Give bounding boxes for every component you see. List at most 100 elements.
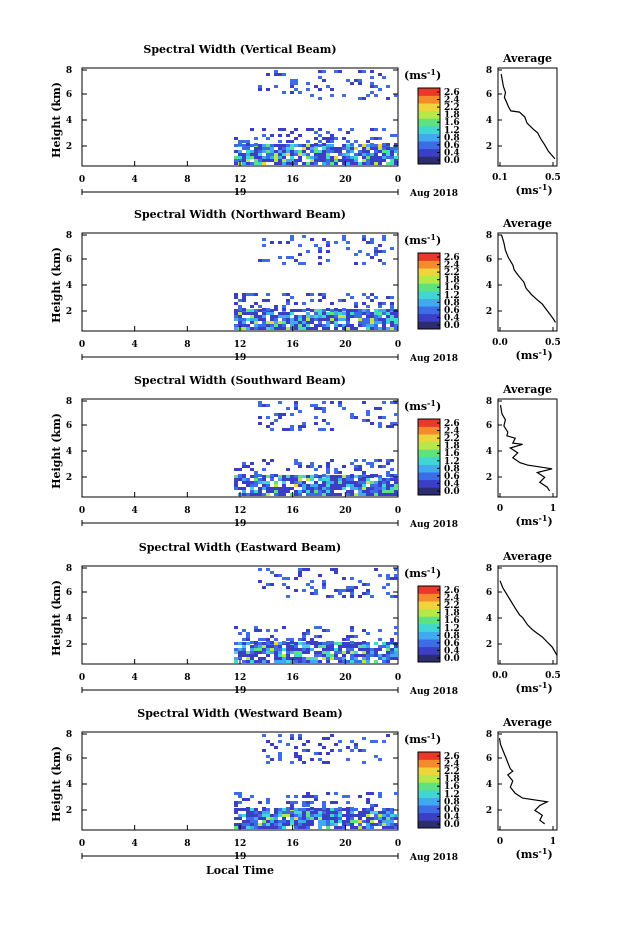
echo-cell	[298, 758, 302, 761]
echo-cell	[266, 660, 270, 663]
echo-cell	[306, 490, 310, 493]
x-tick-label: 8	[184, 673, 190, 683]
echo-cells	[234, 401, 398, 496]
echo-cell	[262, 826, 266, 829]
echo-cell	[346, 162, 350, 165]
echo-cell	[266, 404, 270, 407]
colorbar-swatch	[418, 774, 440, 783]
echo-cell	[238, 632, 242, 635]
echo-cell	[378, 305, 382, 308]
echo-cell	[286, 801, 290, 804]
echo-cell	[242, 648, 246, 651]
echo-cell	[310, 592, 314, 595]
echo-cell	[314, 468, 318, 471]
colorbar-tick-label: 0.4	[444, 646, 460, 656]
echo-cell	[350, 826, 354, 829]
echo-cell	[322, 586, 326, 589]
echo-cell	[258, 259, 262, 262]
x-tick-label: 8	[184, 340, 190, 350]
echo-cell	[242, 296, 246, 299]
echo-cell	[314, 817, 318, 820]
echo-cell	[306, 140, 310, 143]
echo-cell	[358, 318, 362, 321]
echo-cell	[242, 162, 246, 165]
x-tick-label: 0	[79, 506, 85, 516]
echo-cell	[346, 79, 350, 82]
echo-cell	[282, 73, 286, 76]
colorbar-swatch	[418, 631, 440, 640]
echo-cell	[306, 820, 310, 823]
echo-cell	[322, 823, 326, 826]
echo-cell	[310, 801, 314, 804]
echo-cell	[366, 642, 370, 645]
echo-cell	[330, 814, 334, 817]
echo-cell	[366, 654, 370, 657]
echo-cell	[242, 156, 246, 159]
echo-cell	[370, 82, 374, 85]
colorbar-unit-close: )	[436, 234, 441, 247]
echo-cell	[286, 743, 290, 746]
profile-y-tick-label: 2	[486, 806, 492, 816]
echo-cell	[366, 798, 370, 801]
profile-y-tick-label: 2	[486, 473, 492, 483]
colorbar-swatch	[418, 126, 440, 134]
echo-cell	[258, 309, 262, 312]
echo-cell	[262, 487, 266, 490]
echo-cell	[290, 823, 294, 826]
echo-cell	[362, 641, 366, 644]
echo-cell	[394, 568, 398, 571]
echo-cell	[294, 645, 298, 648]
echo-cell	[386, 312, 390, 315]
echo-cell	[342, 595, 346, 598]
echo-cell	[374, 94, 378, 97]
echo-cell	[362, 147, 366, 150]
echo-cell	[294, 755, 298, 758]
echo-cell	[234, 137, 238, 140]
echo-cell	[314, 626, 318, 629]
echo-cell	[370, 807, 374, 810]
echo-cell	[318, 312, 322, 315]
echo-cell	[246, 312, 250, 315]
echo-cell	[326, 318, 330, 321]
echo-cell	[254, 156, 258, 159]
date-day: 19	[234, 353, 247, 363]
echo-cell	[354, 642, 358, 645]
echo-cell	[386, 97, 390, 100]
echo-cell	[318, 76, 322, 79]
echo-cell	[362, 459, 366, 462]
echo-cell	[362, 660, 366, 663]
y-tick-label: 2	[66, 806, 72, 816]
echo-cell	[298, 309, 302, 312]
profile-y-tick-label: 4	[486, 780, 492, 790]
echo-cell	[298, 315, 302, 318]
echo-cell	[294, 159, 298, 162]
echo-cell	[246, 657, 250, 660]
x-tick-label: 4	[132, 340, 138, 350]
echo-cell	[350, 589, 354, 592]
echo-cell	[310, 580, 314, 583]
echo-cell	[322, 657, 326, 660]
x-axis-label: Local Time	[206, 864, 274, 877]
echo-cell	[298, 826, 302, 829]
y-tick-label: 4	[66, 780, 72, 790]
echo-cell	[262, 493, 266, 496]
echo-cell	[386, 143, 390, 146]
echo-cell	[322, 312, 326, 315]
echo-cell	[350, 162, 354, 165]
echo-cell	[322, 648, 326, 651]
echo-cell	[262, 244, 266, 247]
colorbar-tick-label: 2.2	[444, 103, 460, 113]
colorbar-swatch	[418, 752, 440, 760]
echo-cell	[282, 577, 286, 580]
echo-cell	[366, 660, 370, 663]
echo-cell	[258, 814, 262, 817]
echo-cell	[326, 484, 330, 487]
echo-cell	[338, 657, 342, 660]
echo-cell	[278, 478, 282, 481]
echo-cell	[314, 752, 318, 755]
echo-cell	[358, 82, 362, 85]
echo-cell	[378, 459, 382, 462]
echo-cell	[282, 493, 286, 496]
echo-cell	[354, 635, 358, 638]
echo-cell	[370, 811, 374, 814]
